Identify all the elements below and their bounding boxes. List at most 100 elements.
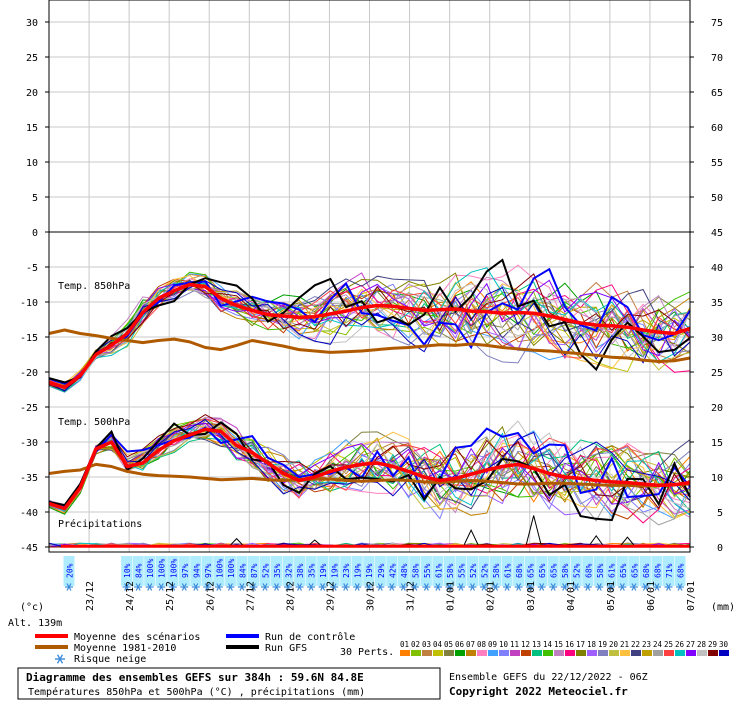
pert-label: 07: [466, 640, 475, 649]
date-label: 28/12: [285, 581, 296, 611]
snow-risk-value: 61%: [607, 563, 616, 578]
snowflake-icon: [180, 583, 189, 591]
precip-label: Précipitations: [58, 518, 142, 530]
snowflake-stroke: [642, 583, 648, 591]
left-tick-label: 0: [32, 228, 38, 239]
snow-risk-value: 38%: [296, 563, 305, 578]
snowflake-stroke: [320, 583, 326, 591]
snow-risk-value: 100%: [227, 559, 236, 578]
snowflake-icon: [214, 583, 223, 591]
left-tick-label: -25: [20, 403, 38, 414]
snow-risk-cell: [628, 556, 640, 586]
date-label: 29/12: [325, 581, 336, 611]
pert-label: 05: [444, 640, 453, 649]
snowflake-stroke: [619, 583, 625, 591]
snowflake-icon: [433, 583, 442, 591]
snow-risk-value: 65%: [619, 563, 628, 578]
snow-risk-value: 58%: [561, 563, 570, 578]
snow-risk-cell: [351, 556, 363, 586]
snow-risk-value: 97%: [204, 563, 213, 578]
date-label: 03/01: [526, 581, 537, 611]
snowflake-stroke: [273, 583, 280, 591]
left-tick-label: -40: [20, 508, 38, 519]
date-label: 23/12: [85, 581, 96, 611]
date-label: 02/01: [486, 581, 497, 611]
snowflake-stroke: [262, 583, 268, 591]
date-label: 04/01: [566, 581, 577, 611]
snow-risk-cell: [397, 556, 409, 586]
snowflake-icon: [526, 583, 535, 591]
pert-swatch: [466, 650, 476, 656]
snowflake-stroke: [250, 583, 256, 591]
snow-risk-value: 19%: [331, 563, 340, 578]
snow-risk-cell: [478, 556, 490, 586]
pert-label: 22: [631, 640, 640, 649]
snowflake-stroke: [343, 583, 349, 591]
right-tick-label: 20: [711, 403, 723, 414]
right-tick-label: 25: [711, 368, 723, 379]
snow-risk-value: 84%: [238, 563, 247, 578]
snowflake-stroke: [469, 583, 476, 591]
pert-swatch: [620, 650, 630, 656]
snowflake-icon: [514, 583, 523, 591]
right-tick-label: 30: [711, 333, 723, 344]
mean-line-t500: [48, 427, 691, 511]
snowflake-stroke: [631, 583, 637, 591]
snowflake-icon: [249, 583, 258, 591]
snow-risk-value: 100%: [215, 559, 224, 578]
snowflake-icon: [226, 583, 235, 591]
pert-swatch: [444, 650, 454, 656]
snow-risk-value: 68%: [642, 563, 651, 578]
snow-risk-cell: [317, 556, 329, 586]
pert-swatch: [411, 650, 421, 656]
snow-risk-cell: [224, 556, 236, 586]
snowflake-stroke: [308, 583, 314, 591]
left-tick-label: -20: [20, 368, 38, 379]
snow-risk-cell: [513, 556, 525, 586]
right-tick-label: 70: [711, 53, 723, 64]
snowflake-icon: [330, 583, 339, 591]
snow-risk-cell: [178, 556, 190, 586]
right-tick-label: 75: [711, 18, 723, 29]
main-series: [48, 282, 691, 548]
snow-risk-value: 94%: [192, 563, 201, 578]
snowflake-stroke: [331, 583, 337, 591]
snow-risk-value: 61%: [504, 563, 513, 578]
snow-risk-cell: [167, 556, 179, 586]
snowflake-icon: [445, 583, 454, 591]
legend-perts-label: 30 Perts.: [340, 647, 394, 658]
snowflake-icon: [364, 583, 373, 591]
precip-spike: [587, 534, 605, 548]
pert-label: 29: [708, 640, 717, 649]
snowflake-icon: [468, 583, 477, 591]
snow-risk-cell: [651, 556, 663, 586]
t500-label: Temp. 500hPa: [58, 417, 130, 428]
climo-line-t850: [48, 328, 691, 363]
snow-risk-cell: [616, 556, 628, 586]
pert-label: 13: [532, 640, 541, 649]
snowflake-icon: [422, 583, 431, 591]
snowflake-stroke: [181, 583, 187, 591]
snowflake-stroke: [665, 583, 671, 591]
pert-label: 14: [543, 640, 553, 649]
snow-risk-value: 58%: [446, 563, 455, 578]
snowflake-stroke: [377, 583, 383, 591]
snowflake-stroke: [481, 583, 487, 591]
snowflake-stroke: [227, 583, 233, 591]
snowflake-icon: [353, 583, 362, 591]
pert-swatch: [675, 650, 685, 656]
snow-risk-cell: [605, 556, 617, 586]
snowflake-icon: [307, 583, 316, 591]
date-label: 30/12: [366, 581, 377, 611]
date-label: 24/12: [125, 581, 136, 611]
left-tick-label: 15: [26, 123, 38, 134]
pert-swatch: [477, 650, 487, 656]
snowflake-stroke: [170, 583, 176, 591]
pert-label: 02: [411, 640, 420, 649]
snowflake-stroke: [527, 583, 533, 591]
footer-run: Ensemble GEFS du 22/12/2022 - 06Z: [449, 672, 648, 683]
snowflake-icon: [618, 583, 627, 591]
left-tick-label: 20: [26, 88, 38, 99]
pert-label: 20: [609, 640, 619, 649]
pert-swatch: [433, 650, 443, 656]
